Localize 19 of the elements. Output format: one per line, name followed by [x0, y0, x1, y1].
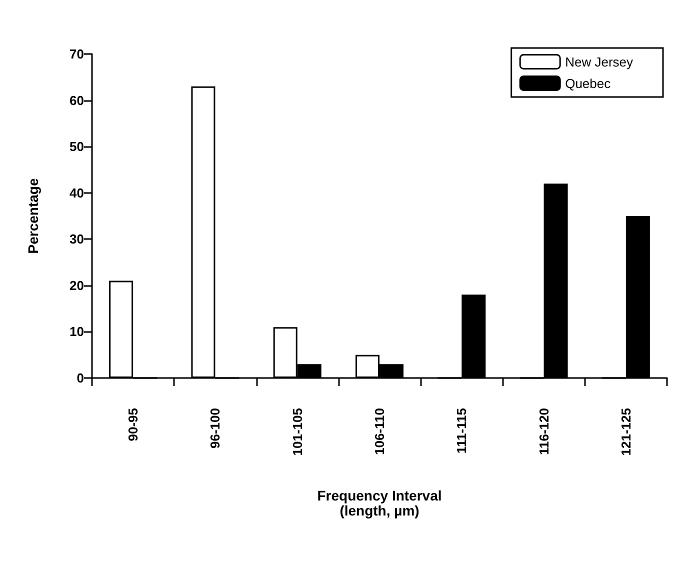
x-axis-title: Frequency Interval (length, µm): [317, 488, 442, 518]
y-tick-label: 20: [70, 278, 84, 293]
x-tick-label: 111-115: [454, 408, 470, 454]
y-tick-label: 70: [70, 46, 84, 62]
y-tick-label: 30: [70, 232, 84, 247]
x-tick-label: 106-110: [372, 408, 387, 455]
y-tick-label: 0: [76, 370, 84, 386]
x-tick-label: 96-100: [208, 408, 223, 448]
y-axis-title: Percentage: [25, 178, 41, 254]
y-tick-label: 10: [70, 324, 84, 340]
y-tick-label: 40: [70, 185, 84, 200]
y-tick-label: 50: [70, 139, 84, 154]
x-tick-label: 101-105: [290, 408, 305, 456]
x-tick-label: 90-95: [126, 408, 141, 442]
x-tick-label: 116-120: [536, 408, 552, 455]
y-tick-label: 60: [70, 92, 84, 108]
x-tick-label: 121-125: [618, 408, 634, 456]
legend-label: New Jersey: [565, 54, 634, 70]
legend-label: Quebec: [565, 76, 612, 91]
